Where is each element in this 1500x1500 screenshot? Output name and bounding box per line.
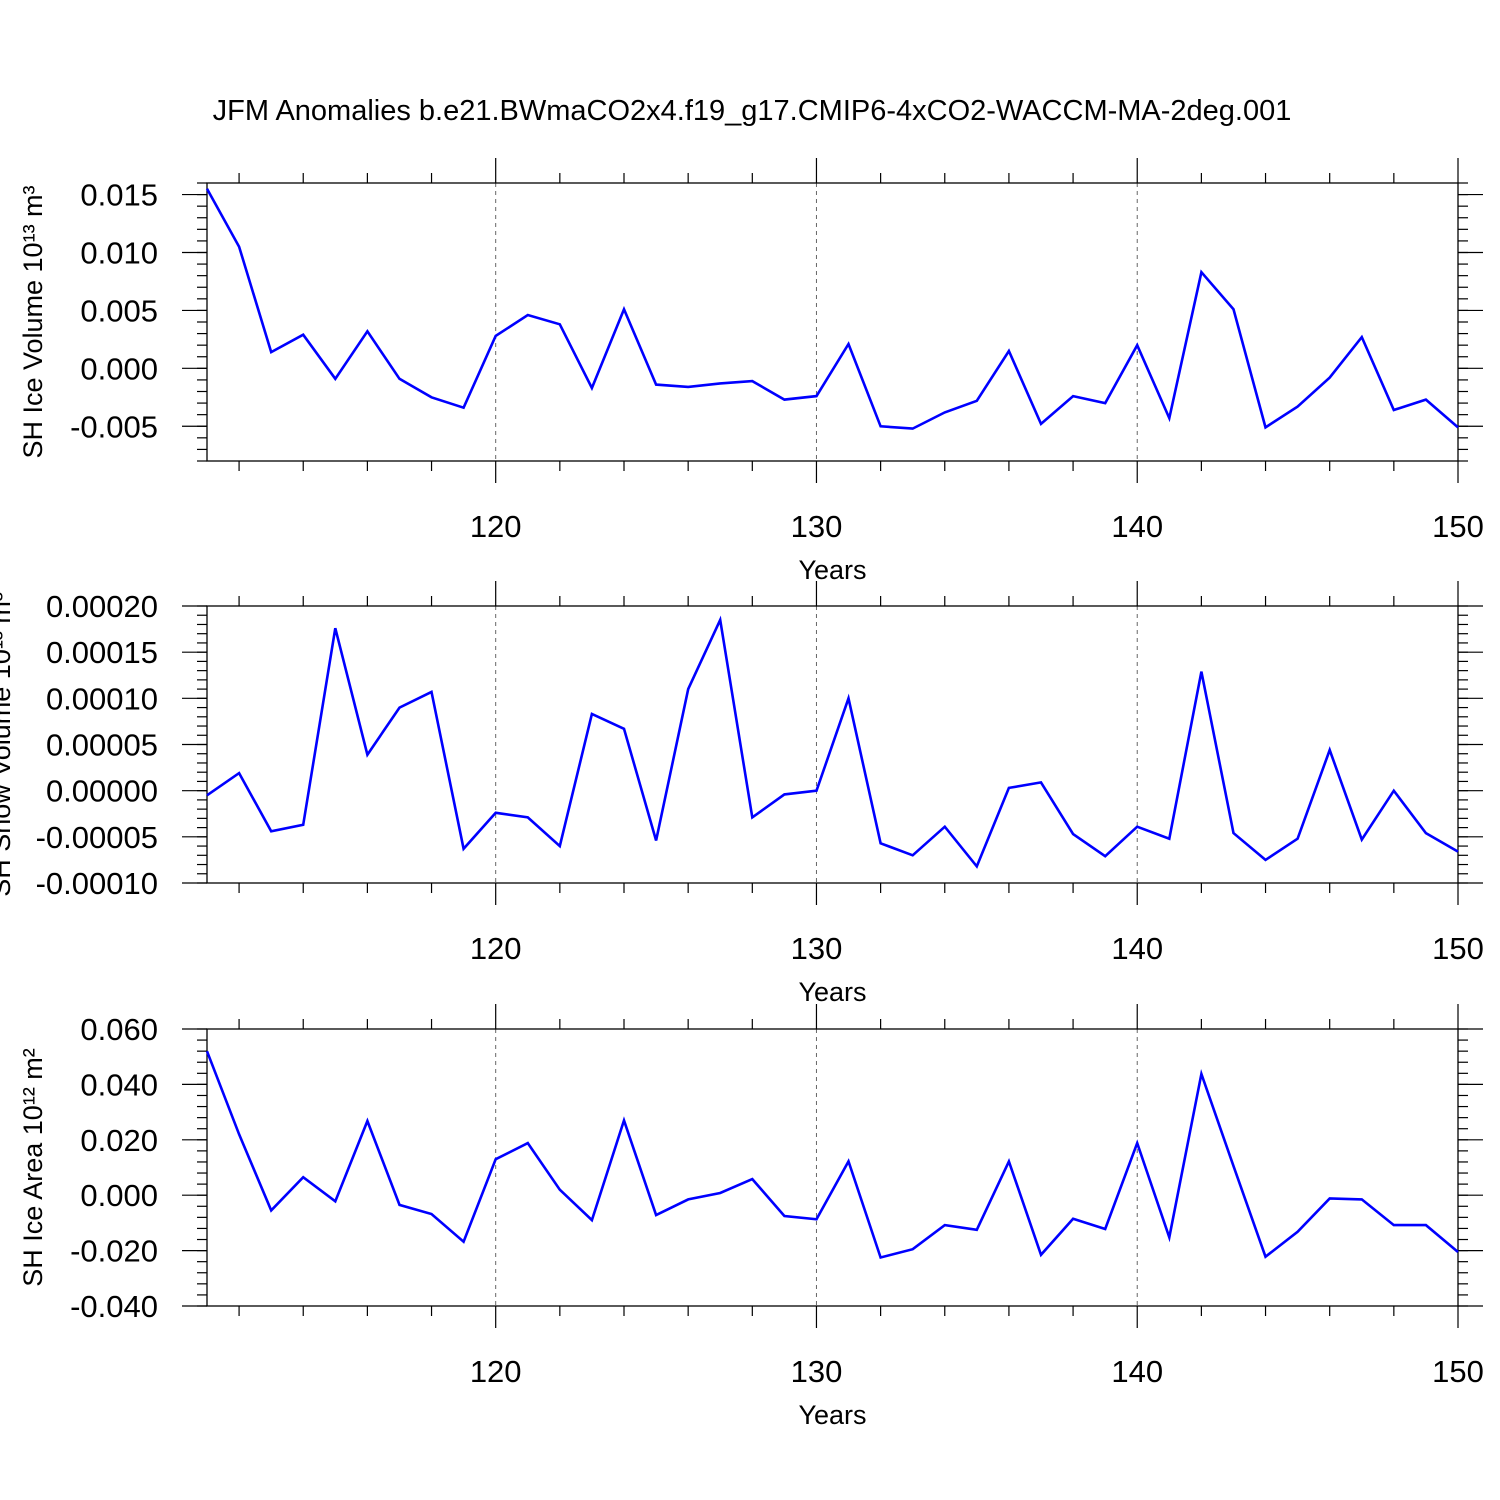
y-tick-label: 0.060 <box>80 1012 158 1047</box>
x-tick-label: 150 <box>1432 509 1484 544</box>
y-tick-label: -0.005 <box>70 409 158 444</box>
x-tick-label: 120 <box>470 509 522 544</box>
y-tick-label: 0.00000 <box>46 774 158 809</box>
y-tick-label: 0.020 <box>80 1123 158 1158</box>
y-tick-label: 0.00020 <box>46 589 158 624</box>
y-tick-label: 0.000 <box>80 1178 158 1213</box>
y-tick-label: 0.040 <box>80 1067 158 1102</box>
series-line <box>205 188 1459 430</box>
plot-frame <box>206 182 1459 462</box>
y-tick-label: -0.00005 <box>36 820 158 855</box>
y-tick-label: -0.020 <box>70 1234 158 1269</box>
x-tick-label: 150 <box>1432 931 1484 966</box>
figure-title: JFM Anomalies b.e21.BWmaCO2x4.f19_g17.CM… <box>213 95 1292 127</box>
plot-frame <box>206 1028 1459 1307</box>
x-tick-label: 120 <box>470 1354 522 1389</box>
x-tick-label: 130 <box>791 509 843 544</box>
y-tick-label: 0.00010 <box>46 681 158 716</box>
chart-panel-3: 120 130 140 150 -0.040 -0.020 0.000 0.020 0.040 0… <box>18 1004 1484 1430</box>
x-tick-label: 140 <box>1111 931 1163 966</box>
x-tick-label: 140 <box>1111 509 1163 544</box>
y-tick-label: 0.000 <box>80 351 158 386</box>
y-tick-label: 0.005 <box>80 293 158 328</box>
y-tick-label: 0.015 <box>80 178 158 213</box>
y-tick-label: 0.00015 <box>46 635 158 670</box>
y-tick-label: -0.00010 <box>36 866 158 901</box>
y-axis-title: SH Ice Area 10¹² m² <box>18 1048 48 1287</box>
y-tick-label: 0.010 <box>80 236 158 271</box>
x-tick-label: 150 <box>1432 1354 1484 1389</box>
chart-panels: 120 130 140 150 -0.005 0.000 0.005 0.010 0.015 Ye… <box>0 158 1484 1430</box>
x-tick-label: 140 <box>1111 1354 1163 1389</box>
chart-panel-2: 120 130 140 150 -0.00010 -0.00005 0.00000 0.000… <box>0 581 1484 1007</box>
x-axis-title: Years <box>798 555 866 585</box>
y-tick-label: -0.040 <box>70 1289 158 1324</box>
series-line <box>205 1050 1459 1260</box>
x-axis-title: Years <box>798 1400 866 1430</box>
y-tick-label: 0.00005 <box>46 728 158 763</box>
series-line <box>206 615 1459 869</box>
chart-panel-1: 120 130 140 150 -0.005 0.000 0.005 0.010 0.015 Ye… <box>18 158 1484 585</box>
x-tick-label: 120 <box>470 931 522 966</box>
y-axis-title: SH Snow Volume 10¹³ m³ <box>0 592 16 897</box>
x-tick-label: 130 <box>791 931 843 966</box>
x-tick-label: 130 <box>791 1354 843 1389</box>
y-axis-title: SH Ice Volume 10¹³ m³ <box>18 185 48 458</box>
x-axis-title: Years <box>798 977 866 1007</box>
